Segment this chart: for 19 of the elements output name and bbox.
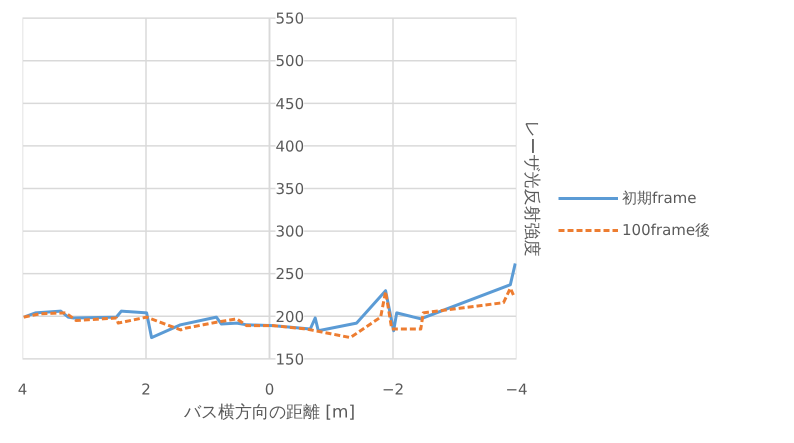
y-tick-label: 450 (276, 94, 304, 113)
y-tick-label: 300 (276, 222, 304, 241)
y-tick-label: 250 (276, 265, 304, 284)
line-series (22, 286, 515, 340)
y-tick-label: 200 (276, 308, 304, 326)
x-tick-label: −4 (505, 380, 528, 398)
y-axis-title: レーザ光反射強度 (522, 120, 542, 256)
y-tick-label: 550 (276, 10, 304, 28)
legend-label: 初期frame (622, 188, 696, 208)
x-tick-label: 2 (141, 380, 151, 398)
y-tick-label: 500 (276, 52, 304, 70)
y-tick-label: 150 (276, 350, 304, 368)
y-tick-label: 400 (276, 137, 304, 156)
y-tick-label: 350 (276, 180, 304, 198)
x-axis-title: バス横方向の距離 [m] (182, 402, 356, 422)
legend-label: 100frame後 (622, 220, 710, 240)
x-tick-label: 0 (264, 380, 274, 398)
x-tick-label: 4 (18, 380, 28, 398)
x-tick-label: −2 (382, 380, 404, 398)
